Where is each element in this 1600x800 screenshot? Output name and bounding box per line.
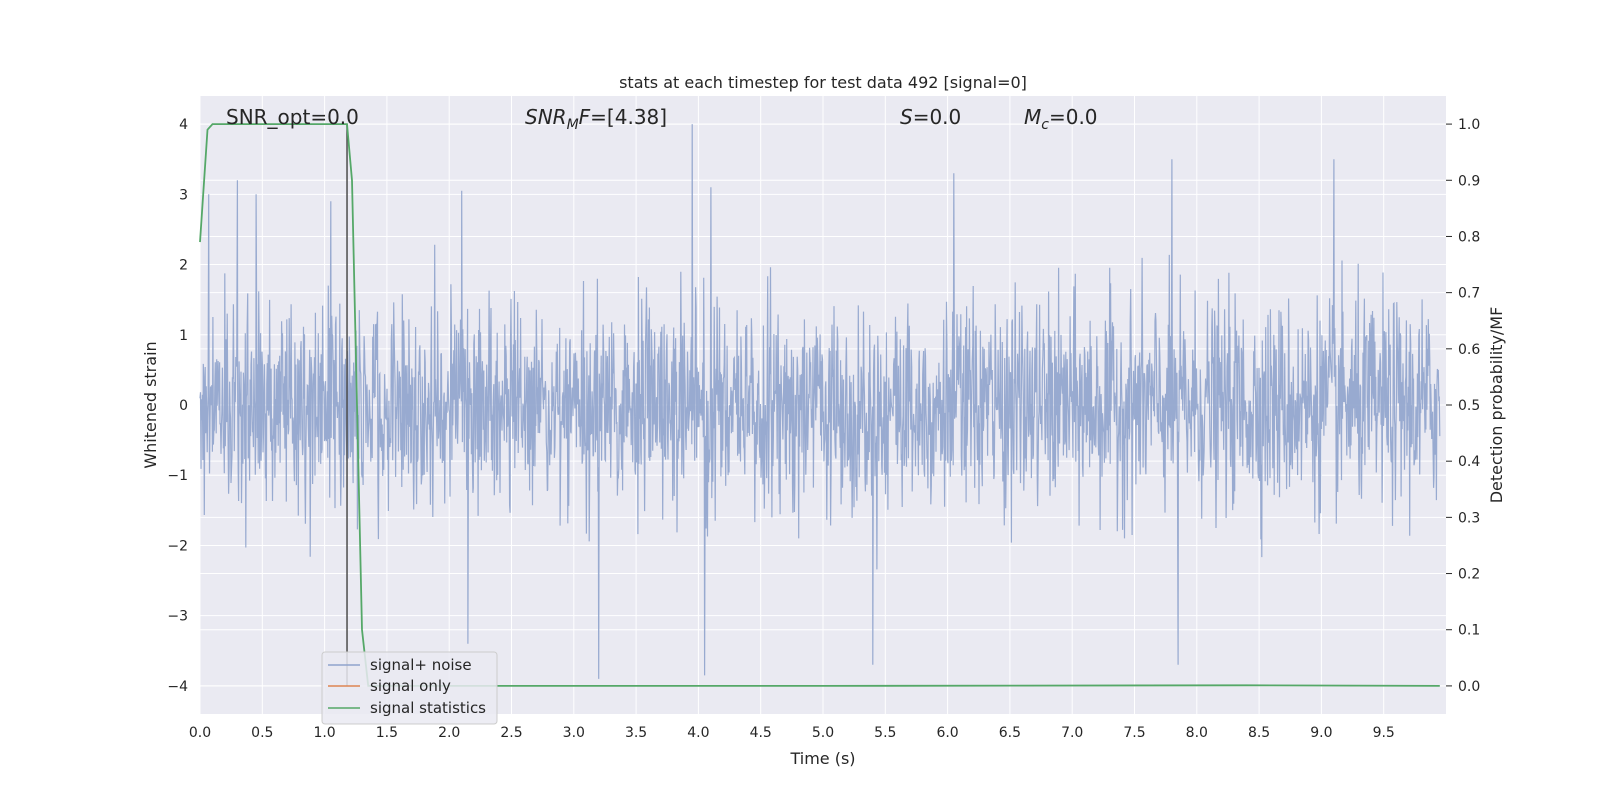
y-right-tick-label: 0.4 (1458, 454, 1480, 470)
annotation-snr-mf-value: =[4.38] (590, 105, 667, 129)
y-left-tick-label: 0 (179, 398, 188, 414)
x-tick-label: 4.0 (687, 725, 709, 741)
y-right-tick-label: 0.2 (1458, 567, 1480, 583)
annotation-s-symbol: S (900, 105, 913, 129)
x-axis-label: Time (s) (789, 749, 855, 768)
x-tick-label: 2.0 (438, 725, 460, 741)
x-tick-label: 6.5 (999, 725, 1021, 741)
y-left-tick-label: −3 (167, 609, 188, 625)
y-axis-right-ticks: 1.0 0.9 0.8 0.7 0.6 0.5 0.4 0.3 0.2 0.1 0.0 (1446, 117, 1480, 695)
x-tick-label: 6.0 (936, 725, 958, 741)
y-right-tick-label: 0.1 (1458, 623, 1480, 639)
x-tick-label: 8.5 (1248, 725, 1270, 741)
legend-box (321, 651, 498, 725)
x-tick-label: 5.0 (812, 725, 834, 741)
y-right-tick-label: 0.0 (1458, 679, 1480, 695)
y-right-tick-label: 0.3 (1458, 510, 1480, 526)
y-axis-left-label: Whitened strain (141, 341, 160, 468)
annotation-mc-subscript: c (1041, 117, 1049, 133)
y-left-tick-label: 1 (179, 328, 188, 344)
legend: signal+ noise signal only signal statist… (321, 651, 498, 725)
chart-title: stats at each timestep for test data 492… (619, 73, 1027, 92)
series-signal-statistics (199, 123, 1440, 687)
x-tick-label: 7.0 (1061, 725, 1083, 741)
x-tick-label: 1.5 (376, 725, 398, 741)
x-tick-label: 0.0 (189, 725, 211, 741)
y-right-tick-label: 0.6 (1458, 342, 1480, 358)
annotation-snr-mf-f: F (579, 105, 591, 129)
y-left-tick-label: 4 (179, 117, 188, 133)
x-tick-label: 5.5 (874, 725, 896, 741)
y-left-tick-label: −2 (167, 538, 188, 554)
y-right-tick-label: 1.0 (1458, 117, 1480, 133)
plot-area (199, 96, 1446, 714)
y-axis-left-ticks: 4 3 2 1 0 −1 −2 −3 −4 (167, 117, 188, 695)
annotation-snr-opt: SNR_opt=0.0 (226, 105, 359, 129)
annotation-s-value: =0.0 (913, 105, 962, 129)
annotations: SNR_opt=0.0 SNRMF=[4.38] S=0.0 Mc=0.0 (226, 105, 1098, 133)
y-left-tick-label: −1 (167, 468, 188, 484)
y-right-tick-label: 0.8 (1458, 229, 1480, 245)
x-tick-label: 1.0 (313, 725, 335, 741)
signal-statistics-line (199, 123, 1440, 687)
y-right-tick-label: 0.5 (1458, 398, 1480, 414)
x-tick-label: 9.0 (1310, 725, 1332, 741)
x-tick-label: 9.5 (1373, 725, 1395, 741)
x-axis-ticks: 0.0 0.5 1.0 1.5 2.0 2.5 3.0 3.5 4.0 4.5 5.0 5.5 6.0 6… (189, 725, 1395, 741)
x-tick-label: 3.0 (563, 725, 585, 741)
annotation-snr-mf-subscript: M (567, 117, 579, 133)
x-tick-label: 3.5 (625, 725, 647, 741)
annotation-mc-value: =0.0 (1049, 105, 1098, 129)
annotation-snr-mf-symbol: SNR (525, 105, 567, 129)
x-tick-label: 8.0 (1186, 725, 1208, 741)
y-left-tick-label: 2 (179, 258, 188, 274)
annotation-snr-mf: SNRMF=[4.38] (525, 105, 667, 133)
signal-plus-noise-line (199, 124, 1441, 679)
legend-label-signal-noise: signal+ noise (370, 656, 472, 674)
x-tick-label: 2.5 (500, 725, 522, 741)
y-axis-right-label: Detection probability/MF (1487, 307, 1506, 504)
y-left-tick-label: −4 (167, 679, 188, 695)
x-tick-label: 4.5 (750, 725, 772, 741)
legend-label-signal-statistics: signal statistics (370, 699, 486, 717)
x-tick-label: 0.5 (251, 725, 273, 741)
annotation-s: S=0.0 (900, 105, 961, 129)
y-right-tick-label: 0.9 (1458, 173, 1480, 189)
legend-label-signal-only: signal only (370, 677, 451, 695)
annotation-mc-symbol: M (1024, 105, 1041, 129)
series-signal-plus-noise (199, 124, 1441, 679)
x-tick-label: 7.5 (1123, 725, 1145, 741)
annotation-mc: Mc=0.0 (1024, 105, 1098, 133)
y-left-tick-label: 3 (179, 187, 188, 203)
y-right-tick-label: 0.7 (1458, 286, 1480, 302)
